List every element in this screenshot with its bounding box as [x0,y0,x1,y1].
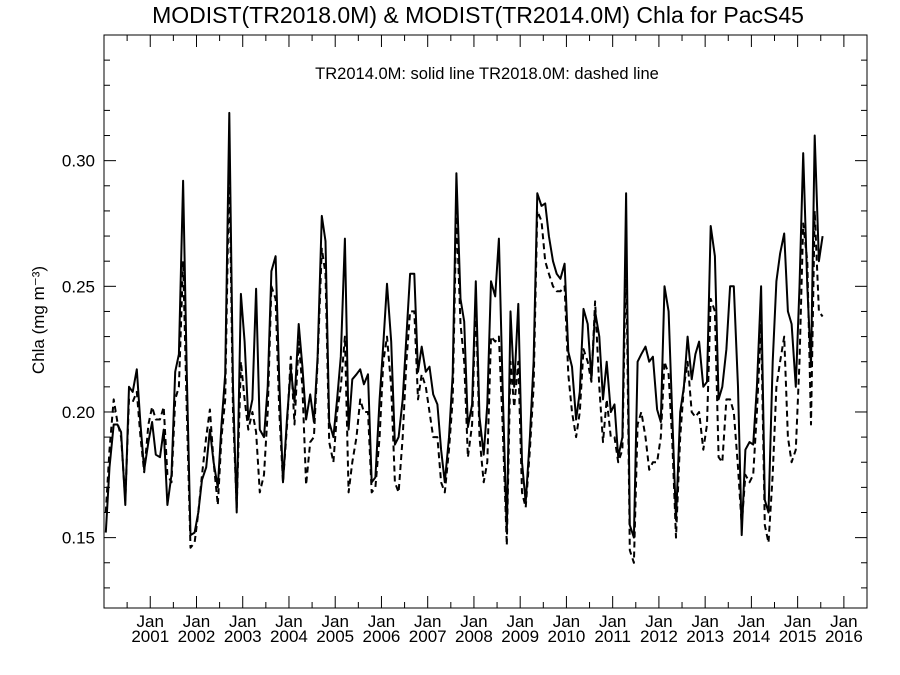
x-tick-label-year: 2001 [131,627,169,646]
x-tick-label-year: 2008 [455,627,493,646]
series-lines [104,111,824,564]
y-tick-label: 0.30 [62,152,95,171]
y-tick-label: 0.25 [62,277,95,296]
x-tick-label-year: 2011 [594,627,631,646]
x-tick-label-year: 2009 [501,627,539,646]
x-tick-label-month: Jan [275,612,302,631]
x-tick-label-month: Jan [460,612,487,631]
x-tick-label-year: 2003 [224,627,262,646]
x-tick-label-month: Jan [784,612,811,631]
x-tick-label-month: Jan [553,612,580,631]
x-tick-label-year: 2012 [640,627,678,646]
x-tick-label-month: Jan [229,612,256,631]
x-tick-label-year: 2002 [178,627,216,646]
x-tick-label-month: Jan [599,612,626,631]
x-tick-label-month: Jan [368,612,395,631]
x-tick-label-year: 2013 [686,627,724,646]
line-style-annotation: TR2014.0M: solid line TR2018.0M: dashed … [315,65,659,83]
x-tick-label-month: Jan [645,612,672,631]
x-tick-label-month: Jan [414,612,441,631]
x-tick-label-year: 2016 [825,627,863,646]
y-tick-label: 0.20 [62,403,95,422]
plot-frame [103,34,868,609]
x-tick-label-year: 2006 [363,627,401,646]
series-line-tr2018-0m [104,159,824,564]
chart-title: MODIST(TR2018.0M) & MODIST(TR2014.0M) Ch… [152,2,804,28]
y-axis-label: Chla (mg m⁻³) [29,266,48,374]
y-tick-label: 0.15 [62,529,95,548]
x-tick-label-year: 2005 [316,627,354,646]
x-tick-label-year: 2014 [732,627,770,646]
x-tick-label-year: 2007 [409,627,447,646]
x-tick-label-month: Jan [738,612,765,631]
x-tick-label-month: Jan [137,612,164,631]
axis-ticks [104,35,867,608]
x-tick-label-year: 2015 [779,627,817,646]
x-tick-label-month: Jan [183,612,210,631]
x-tick-label-month: Jan [691,612,718,631]
x-tick-label-year: 2004 [270,627,308,646]
axis-tick-labels: 0.150.200.250.30Jan2001Jan2002Jan2003Jan… [62,152,863,646]
x-tick-label-year: 2010 [548,627,586,646]
x-tick-label-month: Jan [830,612,857,631]
x-tick-label-month: Jan [322,612,349,631]
x-tick-label-month: Jan [506,612,533,631]
